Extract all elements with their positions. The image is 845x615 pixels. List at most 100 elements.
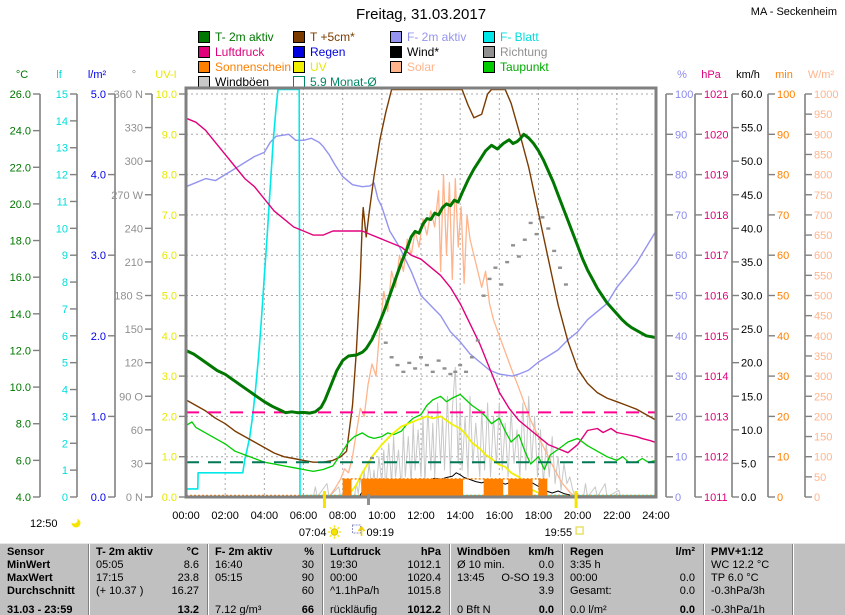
axis-label: 7 [62,304,68,316]
cell-value: 1015.8 [407,585,441,597]
legend-item: T- 2m aktiv [198,30,274,44]
series-fblatt [185,88,657,497]
legend-label: F- Blatt [500,30,539,44]
cell-text: 0 Bft N [457,604,491,615]
axis-label: 6 [62,331,68,343]
axis-label: 50 [777,291,789,303]
axis-label: 0 [62,492,68,504]
axis-label: 24.0 [10,126,31,138]
sunshine-bar [361,478,464,497]
axis-label: 1013 [704,411,728,423]
direction-dot [453,370,458,374]
direction-dot [534,232,539,236]
legend-label: T- 2m aktiv [215,30,274,44]
cell-value: 1012.2 [407,604,441,615]
direction-dot [563,283,568,286]
axis-label: 40 [777,331,789,343]
axis-label: 24:00 [642,510,670,522]
table-row: 3:35 h [563,559,703,572]
sunrise-time: 07:04 [299,527,327,539]
cell-text: 3:35 h [570,559,601,571]
axis-label: ° [132,69,136,81]
legend-label: Windböen [215,75,270,89]
table-column: F- 2m aktiv% 16:40 30 05:15 90 60 7.12 g/m³ 66 [207,544,322,615]
axis-label: 750 [814,190,832,202]
table-row: 13.2 [89,604,207,615]
axis-label: 30 [675,371,687,383]
cell-value: O-SO 19.3 [501,572,554,584]
axis-label: 1021 [704,89,728,101]
direction-dot [419,356,423,359]
axis-label: 16.0 [10,272,31,284]
cell-value: l/m² [675,546,695,558]
axis-label: 60 [131,425,143,437]
axis-label: 20 [777,411,789,423]
legend-item: F- 2m aktiv [390,30,466,44]
sun-ray-icon [337,526,340,530]
axis-label: 1020 [704,129,728,141]
axis-label: 7.0 [162,210,177,222]
legend-swatch-icon [483,46,495,58]
axis-label: 13 [56,143,68,155]
axis-label: 600 [814,250,832,262]
table-row: Luftdruck hPa [323,546,449,559]
direction-dot [413,367,418,370]
axis-label: 40 [675,331,687,343]
axis-label: 850 [814,149,832,161]
axis-label: 1015 [704,331,728,343]
axis-label: 200 [814,411,832,423]
axis-label: 06:00 [290,510,318,522]
axis-label: 9 [62,250,68,262]
axis-label: 18:00 [525,510,553,522]
axis-label: 14:00 [446,510,474,522]
table-row: 00:00 1020.4 [323,572,449,585]
cell-text: PMV+1:12 [711,546,764,558]
axis-label: 950 [814,109,832,121]
sun-ray-icon [337,534,340,538]
axis-label: 400 [814,331,832,343]
cell-text: Windböen [457,546,511,558]
axis-label: 00:00 [172,510,200,522]
table-row: MaxWert [0,572,88,585]
legend: T- 2m aktiv T +5cm* F- 2m aktiv F- Blatt Luf… [0,0,845,95]
cell-text: MinWert [7,559,51,571]
weather-chart: 4.06.08.010.012.014.016.018.020.022.024.… [10,69,839,539]
legend-label: T +5cm* [310,30,355,44]
table-row: Gesamt: 0.0 [563,585,703,598]
axis-label: 3.0 [162,371,177,383]
axis-label: 250 [814,391,832,403]
table-row: Sensor [0,546,88,559]
axis-label: 4 [62,385,68,397]
cell-value: hPa [420,546,441,558]
axis-label: 12.0 [10,345,31,357]
moonset-time: 12:50 [30,518,58,530]
table-row: rückläufig 1012.2 [323,604,449,615]
axis-label: 50.0 [741,156,762,168]
sun-ray-icon [329,526,332,530]
axis-label: 8.0 [162,170,177,182]
direction-dot [395,363,400,367]
axis-label: 0 [777,492,783,504]
cell-value: % [304,546,314,558]
axis-label: 18.0 [10,236,31,248]
direction-dot [558,266,563,269]
axis-label: 330 [125,123,143,135]
axis-label: 16:00 [486,510,514,522]
table-row: 16:40 30 [208,559,322,572]
direction-dot [516,255,521,258]
table-row: 7.12 g/m³ 66 [208,604,322,615]
legend-label: 5.9 Monat-Ø [310,75,377,89]
cell-text: Regen [570,546,604,558]
direction-dot [436,359,441,362]
sunset-square-icon [575,526,584,535]
axis-label: 210 [125,257,143,269]
sun-icon [330,528,339,536]
cell-value: 0.0 [679,572,695,584]
axis-label: 10.0 [741,425,762,437]
legend-label: UV [310,60,327,74]
direction-dot [487,277,492,281]
axis-label: 10 [777,452,789,464]
direction-dot [522,238,527,241]
axis-label: 2.0 [91,331,106,343]
axis-label: 9.0 [162,129,177,141]
